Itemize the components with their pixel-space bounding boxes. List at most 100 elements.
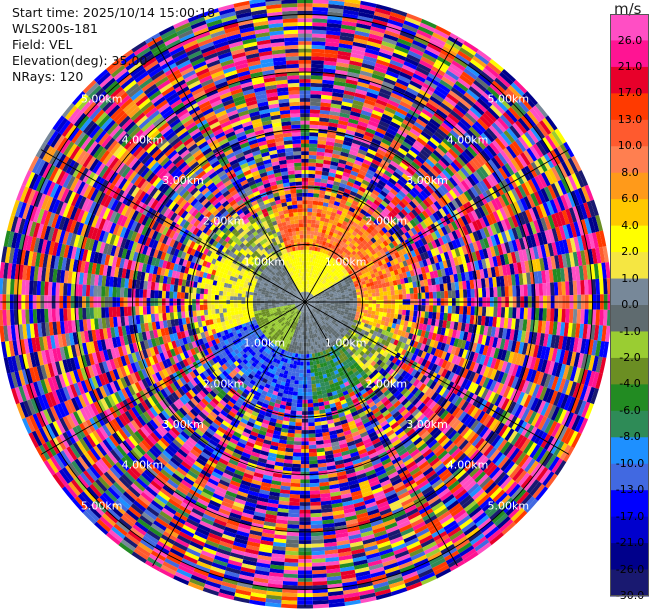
velocity-gate xyxy=(295,422,302,427)
velocity-gate xyxy=(318,132,328,138)
velocity-gate xyxy=(310,254,314,259)
velocity-gate xyxy=(342,220,348,227)
velocity-gate xyxy=(355,88,368,96)
velocity-gate xyxy=(292,463,301,468)
velocity-gate xyxy=(399,100,412,110)
velocity-gate xyxy=(413,36,429,46)
velocity-gate xyxy=(357,303,361,307)
velocity-gate xyxy=(293,383,299,389)
velocity-gate xyxy=(335,170,344,176)
velocity-gate xyxy=(359,113,371,121)
velocity-gate xyxy=(290,486,301,491)
velocity-gate xyxy=(410,304,415,311)
velocity-gate xyxy=(301,346,304,351)
velocity-gate xyxy=(320,106,331,111)
velocity-gate xyxy=(402,294,407,300)
velocity-gate xyxy=(307,189,314,194)
velocity-gate xyxy=(325,242,330,247)
velocity-gate xyxy=(327,251,332,257)
velocity-gate xyxy=(320,265,325,270)
velocity-gate xyxy=(384,106,397,115)
velocity-gate xyxy=(352,183,361,190)
velocity-gate xyxy=(372,303,377,308)
velocity-gate xyxy=(306,338,309,343)
velocity-gate xyxy=(397,104,410,113)
velocity-gate xyxy=(347,67,361,75)
velocity-gate xyxy=(328,231,334,237)
velocity-gate xyxy=(383,135,394,143)
velocity-gate xyxy=(306,246,310,250)
velocity-gate xyxy=(311,383,317,389)
velocity-gate xyxy=(326,210,332,216)
velocity-gate xyxy=(288,509,300,514)
velocity-gate xyxy=(375,311,380,316)
velocity-gate xyxy=(419,22,436,33)
velocity-gate xyxy=(329,111,341,117)
velocity-gate xyxy=(401,97,414,106)
velocity-gate xyxy=(343,9,359,16)
velocity-gate xyxy=(307,280,309,285)
velocity-gate xyxy=(355,176,364,183)
velocity-gate xyxy=(368,293,373,297)
velocity-gate xyxy=(297,391,303,396)
velocity-gate xyxy=(344,188,352,195)
velocity-gate xyxy=(313,402,319,407)
velocity-gate xyxy=(393,313,399,320)
velocity-gate xyxy=(316,267,320,272)
velocity-gate xyxy=(314,223,320,229)
velocity-gate xyxy=(313,193,320,198)
velocity-gate xyxy=(345,213,352,220)
velocity-gate xyxy=(330,236,336,242)
velocity-gate xyxy=(312,26,327,31)
velocity-gate xyxy=(319,248,324,253)
velocity-gate xyxy=(306,342,309,347)
velocity-gate xyxy=(296,410,303,415)
velocity-gate xyxy=(312,266,316,271)
velocity-gate xyxy=(332,232,338,238)
velocity-gate xyxy=(382,81,395,89)
velocity-gate xyxy=(478,306,483,316)
velocity-gate xyxy=(329,114,340,121)
velocity-gate xyxy=(425,292,430,299)
velocity-gate xyxy=(362,159,372,166)
velocity-gate xyxy=(369,116,381,124)
velocity-gate xyxy=(308,166,316,171)
velocity-gate xyxy=(328,122,338,128)
velocity-gate xyxy=(410,293,415,300)
velocity-gate xyxy=(363,176,372,183)
velocity-gate xyxy=(368,296,373,301)
velocity-gate xyxy=(355,193,363,200)
velocity-gate xyxy=(307,407,314,412)
velocity-gate xyxy=(307,376,312,381)
velocity-gate xyxy=(440,305,445,313)
velocity-gate xyxy=(356,306,361,310)
velocity-gate xyxy=(324,49,339,55)
velocity-gate xyxy=(288,425,296,430)
velocity-gate xyxy=(294,437,302,442)
velocity-gate xyxy=(334,73,347,79)
velocity-gate xyxy=(379,88,392,96)
velocity-gate xyxy=(289,497,300,503)
velocity-gate xyxy=(335,225,341,231)
velocity-gate xyxy=(310,524,323,529)
velocity-gate xyxy=(309,288,312,293)
velocity-gate xyxy=(319,190,326,195)
velocity-gate xyxy=(389,11,406,21)
velocity-gate xyxy=(312,391,318,396)
velocity-gate xyxy=(383,308,388,313)
velocity-gate xyxy=(290,410,297,415)
velocity-gate xyxy=(320,217,326,222)
velocity-gate xyxy=(306,227,311,231)
velocity-gate xyxy=(288,505,300,510)
velocity-gate xyxy=(347,122,358,129)
velocity-gate xyxy=(327,222,333,228)
velocity-gate xyxy=(311,387,317,392)
velocity-gate xyxy=(343,90,356,97)
velocity-gate xyxy=(366,169,376,177)
velocity-gate xyxy=(327,126,338,132)
velocity-gate xyxy=(379,304,384,309)
velocity-gate xyxy=(363,134,373,142)
velocity-gate xyxy=(428,39,444,50)
velocity-gate xyxy=(339,155,348,161)
velocity-gate xyxy=(319,117,330,123)
